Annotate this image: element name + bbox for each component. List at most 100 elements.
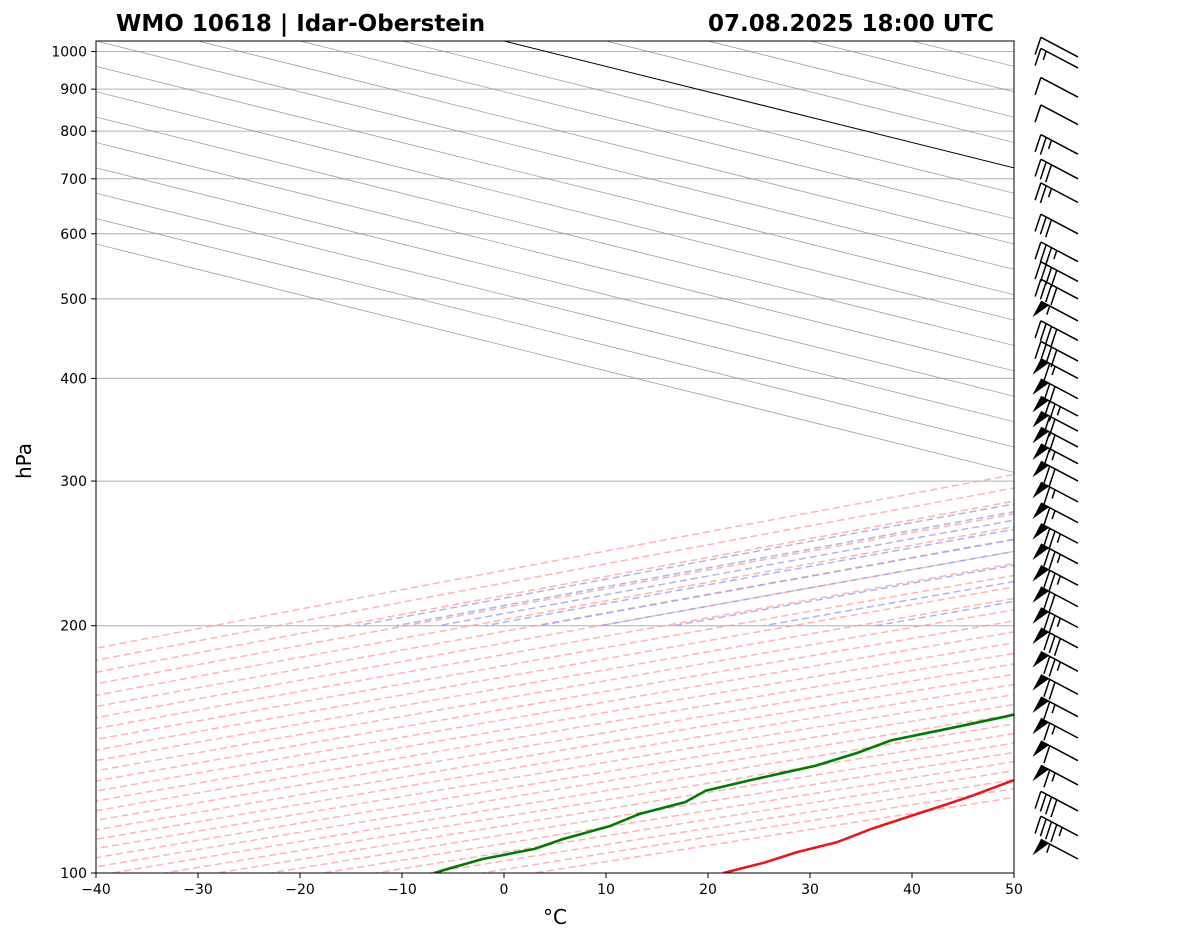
wind-barb-flag [1032, 379, 1049, 395]
wind-barb [1032, 481, 1079, 505]
wind-barb-flag [1032, 741, 1049, 758]
wind-barb-full [1043, 591, 1051, 610]
wind-barb-flag [1032, 697, 1049, 713]
isotherm [96, 65, 1014, 296]
wind-barb [1034, 278, 1079, 306]
chart-title: WMO 10618 | Idar-Oberstein [116, 11, 485, 37]
wind-barb [1032, 543, 1079, 570]
dry-adiabat [111, 723, 1014, 873]
wind-barb [1032, 607, 1079, 633]
wind-barb-full [1043, 465, 1051, 484]
wind-barb-half [1056, 554, 1062, 564]
wind-barb-full [1048, 530, 1056, 549]
wind-barb [1034, 133, 1079, 155]
wind-barb-full [1050, 328, 1058, 347]
wind-barb [1034, 36, 1079, 58]
wind-barb-half [1051, 489, 1056, 499]
wind-barb [1032, 740, 1079, 764]
wind-barb-staff [1040, 241, 1079, 263]
wind-barb [1032, 717, 1079, 741]
thermo-background-lines [96, 41, 1014, 873]
wind-barb [1032, 696, 1079, 720]
wind-barb-full [1048, 403, 1056, 422]
wind-barb-flag [1032, 718, 1049, 735]
wind-barb [1034, 815, 1079, 843]
x-tick-label: −10 [387, 882, 417, 898]
wind-barb-full [1034, 77, 1042, 96]
wind-barb-full [1045, 219, 1053, 238]
wind-barb-staff [1040, 182, 1079, 204]
wind-barb-full [1043, 548, 1051, 567]
wind-barb-full [1050, 287, 1058, 306]
wind-barb [1034, 76, 1079, 98]
wind-barb-full [1039, 137, 1047, 155]
wind-barb-flag [1032, 587, 1049, 603]
wind-barb-flag [1032, 523, 1049, 540]
wind-barb-full [1045, 247, 1053, 266]
wind-barb-half [1051, 366, 1056, 376]
wind-barb-full [1039, 793, 1047, 812]
wind-barb-full [1034, 158, 1042, 177]
wind-barb-full [1034, 37, 1042, 55]
wind-barb-flag [1032, 674, 1049, 691]
wind-barb [1034, 790, 1079, 818]
wind-barb-full [1043, 528, 1051, 546]
wind-barb-full [1039, 818, 1047, 837]
isotherm [96, 91, 1014, 321]
y-tick-label: 200 [60, 619, 87, 635]
moist-adiabat [538, 538, 1014, 627]
x-tick-label: 0 [500, 882, 509, 898]
wind-barb-full [1045, 326, 1053, 344]
wind-barb-full [1034, 278, 1042, 297]
wind-barb-half [1046, 843, 1051, 853]
dewpoint-profile [434, 713, 1014, 873]
wind-barb [1032, 586, 1079, 613]
wind-barb-staff [1040, 104, 1079, 126]
moist-adiabat [763, 580, 1014, 627]
wind-barb [1034, 158, 1079, 183]
isotherm [96, 167, 1014, 397]
wind-barb [1032, 300, 1079, 322]
wind-barb [1034, 182, 1079, 204]
wind-barb-flag [1032, 396, 1049, 413]
wind-barb-half [1056, 575, 1062, 585]
wind-barb-full [1034, 134, 1042, 153]
wind-barb-full [1048, 551, 1056, 570]
wind-barb-full [1043, 570, 1051, 588]
wind-barb-half [1042, 50, 1047, 61]
wind-barb-full [1039, 216, 1047, 235]
wind-barb-half [1056, 617, 1062, 628]
isotherm [707, 41, 1014, 118]
x-tick-label: 50 [1005, 882, 1023, 898]
wind-barb-half [1051, 451, 1056, 461]
wind-barb-flag [1032, 358, 1049, 375]
wind-barb-full [1043, 507, 1051, 526]
wind-barb [1034, 241, 1079, 266]
wind-barb-full [1043, 701, 1051, 720]
x-tick-label: 20 [699, 882, 717, 898]
wind-barb-half [1056, 533, 1062, 543]
wind-barb-full [1053, 638, 1062, 657]
wind-barb-full [1034, 341, 1042, 359]
wind-barb [1032, 502, 1079, 526]
wind-barb-flag [1032, 444, 1049, 460]
y-tick-label: 100 [60, 866, 87, 882]
wind-barb-staff [1040, 300, 1079, 322]
wind-barb-full [1048, 572, 1056, 591]
wind-barb-full [1034, 815, 1042, 834]
wind-barb-staff [1040, 815, 1079, 837]
dry-adiabat [164, 732, 1014, 873]
wind-barb-full [1043, 632, 1051, 651]
wind-barb-full [1043, 745, 1051, 764]
wind-barb-full [1043, 656, 1051, 674]
wind-barb [1032, 523, 1079, 549]
wind-barb-flag [1032, 427, 1049, 444]
wind-barb-full [1034, 104, 1042, 123]
wind-barb [1032, 838, 1079, 860]
x-tick-label: −40 [81, 882, 111, 898]
isotherm [401, 41, 1014, 194]
wind-barb [1032, 358, 1079, 382]
chart-timestamp: 07.08.2025 18:00 UTC [708, 11, 994, 37]
x-tick-label: −30 [183, 882, 213, 898]
wind-barb-flag [1032, 839, 1049, 856]
